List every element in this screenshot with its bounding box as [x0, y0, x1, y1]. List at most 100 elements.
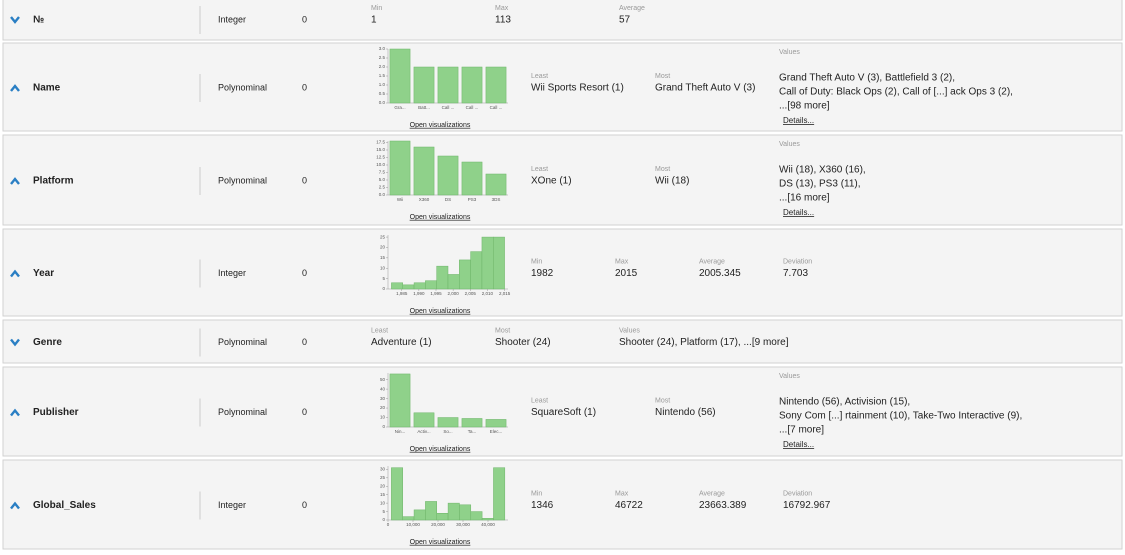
bar [391, 282, 403, 290]
bar [389, 140, 411, 196]
x-tick-label: 2,005 [465, 291, 477, 296]
y-tick-label: 15.0 [376, 147, 385, 152]
attribute-name: Publisher [33, 407, 79, 418]
stat-value: 7.703 [783, 268, 808, 279]
bar [425, 280, 437, 290]
bar [413, 412, 435, 428]
values-line: ...[7 more] [779, 425, 824, 436]
stat-label: Deviation [783, 258, 812, 265]
bar [402, 284, 415, 290]
x-tick-label: Wii [397, 197, 403, 202]
y-tick-label: 12.5 [376, 155, 385, 160]
stat-value: 1346 [531, 500, 554, 511]
x-tick-label: Call ... [466, 105, 479, 110]
stat-label: Most [495, 327, 510, 334]
y-tick-label: 20 [380, 245, 386, 250]
stat-value: 23663.389 [699, 500, 747, 511]
stat-value: 46722 [615, 500, 643, 511]
missing-count: 0 [302, 268, 307, 278]
open-visualizations[interactable]: Open visualizations [410, 308, 471, 315]
x-tick-label: Gra... [394, 105, 405, 110]
details-link[interactable]: Details... [783, 116, 814, 125]
stat-label: Average [699, 258, 725, 265]
stat-label: Most [655, 73, 670, 80]
attribute-type: Integer [218, 268, 246, 278]
missing-count: 0 [302, 337, 307, 347]
values-line: ...[98 more] [779, 101, 830, 112]
open-visualizations[interactable]: Open visualizations [410, 214, 471, 221]
attribute-row [2, 319, 1123, 364]
y-tick-label: 15 [380, 255, 386, 260]
x-tick-label: Batt... [418, 105, 430, 110]
stat-value: Grand Theft Auto V (3) [655, 83, 755, 94]
y-tick-label: 25 [380, 475, 386, 480]
attribute-name: Name [33, 83, 61, 94]
y-tick-label: 0 [382, 424, 385, 429]
stat-value: Wii Sports Resort (1) [531, 83, 624, 94]
y-tick-label: 10.0 [376, 162, 385, 167]
details-link[interactable]: Details... [783, 440, 814, 449]
stat-value: Shooter (24), Platform (17), ...[9 more] [619, 337, 789, 348]
open-visualizations[interactable]: Open visualizations [410, 446, 471, 453]
attribute-row [2, 0, 1123, 41]
bar [413, 282, 426, 290]
bar [459, 259, 471, 290]
stat-label: Most [655, 397, 670, 404]
attribute-type: Polynominal [218, 407, 267, 417]
expand-toggle[interactable] [10, 269, 20, 278]
bar [470, 251, 483, 290]
bar [493, 467, 506, 521]
attribute-row [2, 459, 1123, 550]
expand-toggle[interactable] [10, 84, 20, 92]
stat-label: Least [531, 73, 548, 80]
bar [391, 467, 403, 521]
y-tick-label: 0 [382, 286, 385, 291]
y-tick-label: 20 [380, 405, 386, 410]
x-tick-label: 0 [387, 522, 390, 527]
stat-label: Least [531, 166, 548, 173]
stat-label: Min [531, 258, 542, 265]
stat-label: Min [371, 5, 382, 12]
open-visualizations[interactable]: Open visualizations [410, 539, 471, 546]
stat-value: SquareSoft (1) [531, 407, 596, 418]
bar [437, 417, 459, 428]
bar [461, 66, 483, 104]
bar [461, 161, 483, 196]
expand-toggle[interactable] [10, 338, 20, 347]
expand-toggle[interactable] [10, 501, 20, 510]
missing-count: 0 [302, 14, 307, 24]
y-tick-label: 30 [380, 467, 386, 472]
missing-count: 0 [302, 407, 307, 417]
expand-toggle[interactable] [10, 177, 20, 185]
y-tick-label: 0.0 [379, 192, 386, 197]
missing-count: 0 [302, 500, 307, 510]
stat-value: 57 [619, 15, 631, 26]
attribute-type: Polynominal [218, 175, 267, 185]
missing-count: 0 [302, 175, 307, 185]
expand-toggle[interactable] [10, 16, 20, 24]
bar [389, 373, 411, 428]
stat-label: Deviation [783, 490, 812, 497]
x-tick-label: Activ... [417, 429, 430, 434]
y-tick-label: 0 [382, 517, 385, 522]
y-tick-label: 25 [380, 234, 386, 239]
bar [436, 265, 449, 290]
open-visualizations[interactable]: Open visualizations [410, 122, 471, 129]
expand-toggle[interactable] [10, 408, 20, 417]
y-tick-label: 15 [380, 492, 386, 497]
stat-value: 1 [371, 15, 377, 26]
attribute-name: Platform [33, 176, 74, 187]
x-tick-label: 30,000 [456, 522, 470, 527]
attribute-name: Genre [33, 337, 62, 348]
y-tick-label: 0.0 [379, 100, 386, 105]
values-line: ...[16 more] [779, 193, 830, 204]
y-tick-label: 20 [380, 483, 386, 488]
values-line: Call of Duty: Black Ops (2), Call of [..… [779, 87, 1013, 98]
missing-count: 0 [302, 82, 307, 92]
bar [459, 504, 472, 521]
stat-label: Average [619, 5, 645, 12]
y-tick-label: 5 [382, 276, 385, 281]
bar [461, 418, 483, 428]
details-link[interactable]: Details... [783, 208, 814, 217]
stat-value: 1982 [531, 268, 554, 279]
